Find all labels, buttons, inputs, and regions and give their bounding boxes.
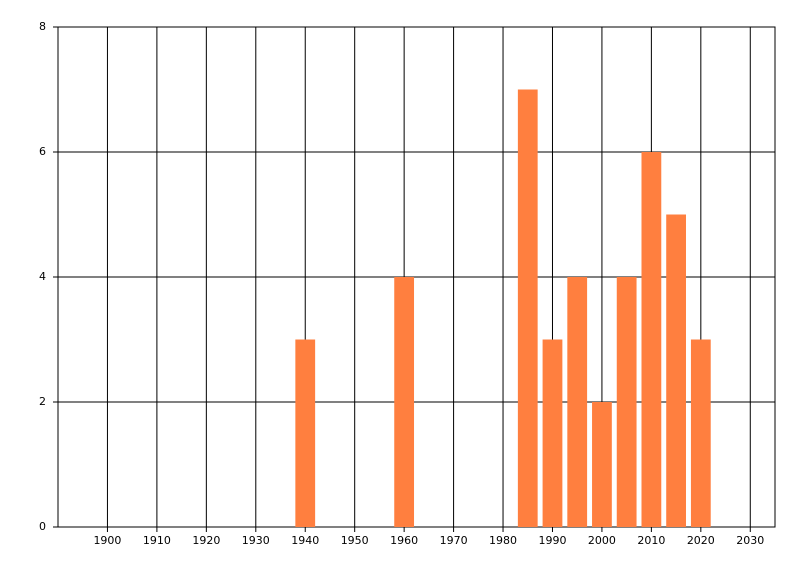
- bar: [517, 89, 538, 527]
- bar: [666, 214, 686, 527]
- bar: [690, 339, 711, 527]
- x-tick-label: 1930: [242, 534, 270, 547]
- bar: [295, 339, 316, 527]
- bar: [592, 402, 612, 527]
- y-tick-label: 6: [39, 145, 46, 158]
- x-tick-label: 1980: [489, 534, 517, 547]
- y-tick-label: 0: [39, 520, 46, 533]
- x-tick-label: 2000: [588, 534, 616, 547]
- y-tick-label: 8: [39, 20, 46, 33]
- bar: [394, 277, 415, 527]
- x-tick-label: 2030: [736, 534, 764, 547]
- x-tick-label: 2020: [687, 534, 715, 547]
- x-tick-label: 1970: [440, 534, 468, 547]
- x-tick-label: 1960: [390, 534, 418, 547]
- x-tick-label: 1920: [192, 534, 220, 547]
- y-tick-label: 4: [39, 270, 46, 283]
- x-tick-label: 1900: [93, 534, 121, 547]
- bar: [542, 339, 563, 527]
- x-tick-label: 1910: [143, 534, 171, 547]
- bar: [641, 152, 662, 527]
- x-tick-label: 2010: [637, 534, 665, 547]
- x-tick-label: 1940: [291, 534, 319, 547]
- bar: [567, 277, 588, 527]
- x-tick-label: 1990: [538, 534, 566, 547]
- y-tick-label: 2: [39, 395, 46, 408]
- x-tick-label: 1950: [341, 534, 369, 547]
- bar: [616, 277, 637, 527]
